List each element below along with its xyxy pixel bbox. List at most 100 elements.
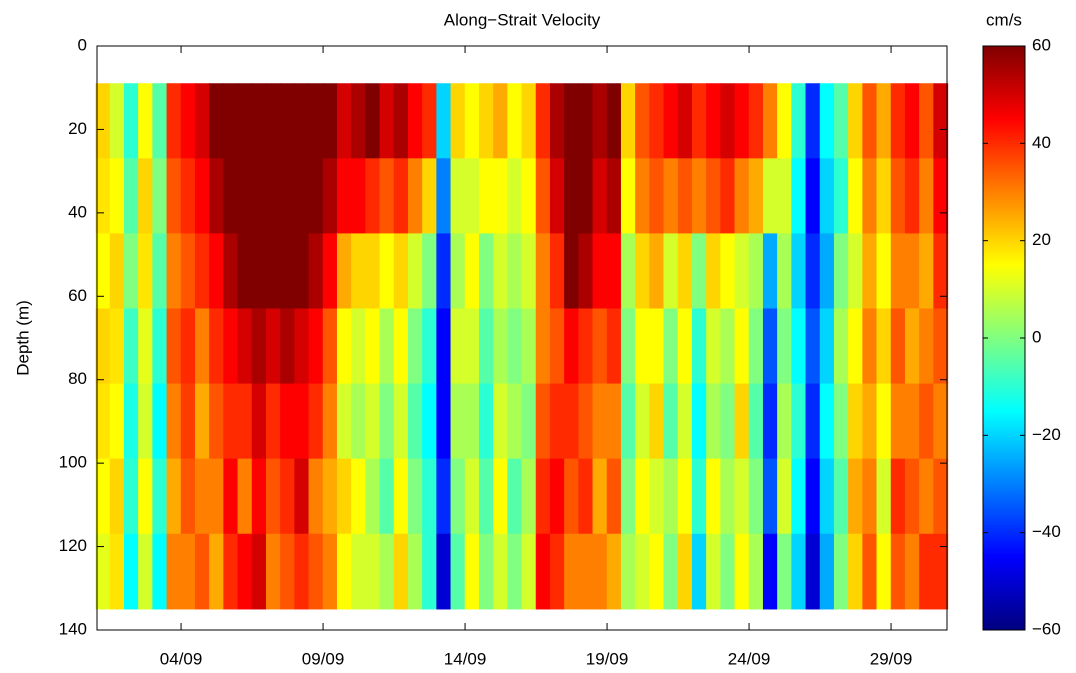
heat-cell [805,233,821,310]
heat-cell [294,308,310,385]
heat-cell [649,158,665,235]
heat-cell [407,383,423,460]
heat-cell [521,233,537,310]
x-tick-label: 14/09 [444,649,487,668]
heat-cell [677,158,693,235]
heat-cell [791,83,807,159]
heat-cell [351,158,366,235]
heat-cell [578,533,594,610]
heat-cell [663,533,679,610]
y-tick-label: 40 [68,202,87,221]
heat-cell [620,308,636,385]
heat-cell [478,308,494,385]
heat-cell [862,83,878,159]
heat-cell [464,83,480,159]
heat-cell [265,533,281,610]
heat-cell [919,158,934,235]
heat-cell [890,308,906,385]
heat-cell [123,308,139,385]
heat-cell [152,383,168,460]
heat-cell [635,308,650,385]
heat-cell [734,158,750,235]
heat-cell [478,233,494,310]
heat-cell [407,533,423,610]
heat-cell [720,383,736,460]
heat-cell [805,308,821,385]
heat-cell [393,383,409,460]
heat-cell [95,158,111,235]
heat-cell [635,158,650,235]
heat-cell [336,83,352,159]
heat-cell [336,308,352,385]
heat-cell [791,383,807,460]
heat-cell [251,158,267,235]
heat-cell [209,83,224,159]
heat-cell [777,383,792,460]
heat-cell [379,83,395,159]
heat-cell [393,458,409,535]
heat-cell [549,458,565,535]
x-tick-label: 19/09 [586,649,629,668]
heat-cell [422,458,437,535]
heat-cell [663,158,679,235]
heat-cell [791,158,807,235]
heat-cell [819,533,835,610]
heat-cell [933,533,949,610]
heat-cell [791,458,807,535]
heat-cell [819,233,835,310]
heat-cell [251,458,267,535]
heat-cell [336,458,352,535]
heat-cell [762,383,778,460]
heat-cell [748,158,764,235]
heat-cell [223,83,239,159]
heat-cell [649,83,665,159]
heat-cell [762,83,778,159]
heat-cell [819,158,835,235]
colorbar-tick-label: −20 [1032,425,1061,444]
heat-cell [819,458,835,535]
heat-cell [365,83,381,159]
heat-cell [123,458,139,535]
heat-cell [407,458,423,535]
heat-cell [308,383,324,460]
heat-cell [351,458,366,535]
heat-cell [549,158,565,235]
heat-cell [592,383,608,460]
colorbar-tick-label: 0 [1032,327,1041,346]
heat-cell [251,83,267,159]
heat-cell [649,308,665,385]
heat-cell [166,158,182,235]
heat-cell [876,83,892,159]
heat-cell [620,233,636,310]
heat-cell [777,233,792,310]
heat-cell [379,158,395,235]
heat-cell [436,158,452,235]
heat-cell [436,533,452,610]
heat-cell [734,233,750,310]
heat-cell [521,533,537,610]
heat-cell [535,308,551,385]
heat-cell [464,383,480,460]
heat-cell [422,83,437,159]
heat-cell [862,533,878,610]
heat-cell [407,308,423,385]
heat-cell [138,533,153,610]
heat-cell [209,308,224,385]
heat-cell [904,308,920,385]
heat-cell [436,83,452,159]
heat-cell [152,158,168,235]
heat-cell [507,83,523,159]
heat-cell [280,383,295,460]
heat-cell [691,158,707,235]
heat-cell [904,458,920,535]
heat-cell [308,458,324,535]
heat-cell [95,533,111,610]
heat-cell [904,383,920,460]
heat-cell [265,308,281,385]
heat-cell [507,458,523,535]
heat-cell [351,83,366,159]
heat-cell [308,533,324,610]
heat-cell [180,533,196,610]
heat-cell [123,533,139,610]
heat-cell [336,383,352,460]
